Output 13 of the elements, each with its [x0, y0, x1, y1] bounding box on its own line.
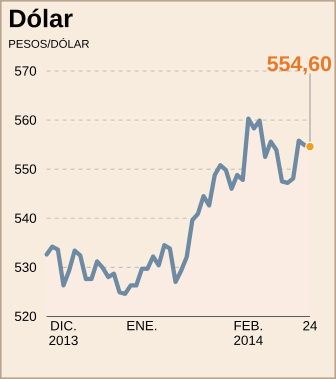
y-tick-label: 530 [14, 262, 36, 272]
x-tick-label: 24 [303, 321, 318, 330]
chart-title: Dólar [10, 8, 73, 28]
y-tick-label: 520 [14, 312, 36, 322]
y-axis-title: PESOS/DÓLAR [9, 38, 89, 48]
x-tick-label: FEB. 2014 [234, 321, 263, 345]
x-tick-label: DIC. 2013 [49, 321, 78, 346]
y-tick-label: 560 [14, 115, 36, 125]
annotation: 554,60 [267, 56, 332, 74]
y-tick-label: 570 [14, 66, 36, 76]
x-tick-label: ENE. [127, 321, 156, 330]
y-tick-label: 550 [14, 164, 36, 174]
y-tick-label: 540 [14, 213, 36, 223]
